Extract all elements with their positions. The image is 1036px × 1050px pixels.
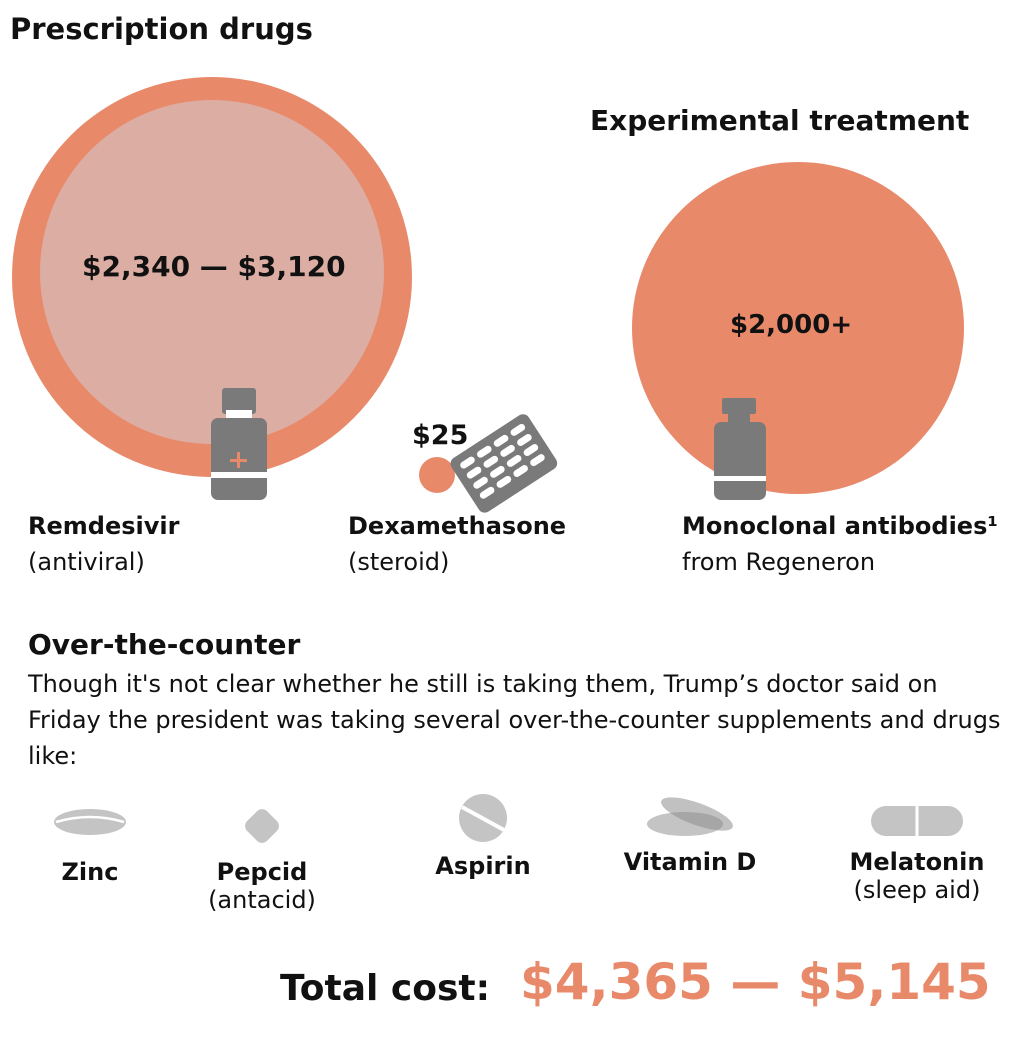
remdesivir-price: $2,340 — $3,120 [82, 250, 346, 283]
monoclonal-name: Monoclonal antibodies¹ [682, 512, 998, 540]
zinc-pill-icon [54, 809, 126, 835]
otc-item-name: Melatonin [849, 848, 985, 876]
medicine-bottle-icon [211, 388, 267, 500]
total-cost-label: Total cost: [280, 968, 490, 1009]
otc-item-vitamin-d: Vitamin D [590, 848, 790, 876]
otc-item-note: (antacid) [208, 886, 316, 914]
otc-item-note: (sleep aid) [853, 876, 981, 904]
vitamin-d-pill-icon [647, 797, 733, 836]
aspirin-pill-icon [459, 794, 507, 842]
monoclonal-type: from Regeneron [682, 548, 876, 576]
otc-item-melatonin: Melatonin (sleep aid) [817, 848, 1017, 904]
otc-item-aspirin: Aspirin [383, 852, 583, 880]
otc-heading: Over-the-counter [28, 628, 301, 661]
experimental-treatment-heading: Experimental treatment [590, 104, 970, 137]
otc-description: Though it's not clear whether he still i… [28, 670, 1001, 770]
dexamethasone-price: $25 [412, 420, 469, 451]
otc-item-zinc: Zinc [0, 858, 190, 886]
blister-pack-icon [450, 414, 558, 513]
monoclonal-price: $2,000+ [730, 310, 853, 340]
remdesivir-name: Remdesivir [28, 512, 180, 540]
vial-icon [714, 398, 766, 500]
remdesivir-inner-circle [40, 100, 384, 444]
remdesivir-type: (antiviral) [28, 548, 145, 576]
pepcid-pill-icon [245, 809, 279, 843]
monoclonal-circle [632, 162, 964, 494]
dexamethasone-circle [419, 457, 455, 493]
otc-item-pepcid: Pepcid (antacid) [162, 858, 362, 914]
otc-item-name: Pepcid [216, 858, 308, 886]
otc-item-name: Zinc [61, 858, 119, 886]
prescription-drugs-heading: Prescription drugs [10, 12, 313, 46]
dexamethasone-name: Dexamethasone [348, 512, 567, 540]
otc-item-name: Vitamin D [623, 848, 757, 876]
total-cost-value: $4,365 — $5,145 [520, 953, 991, 1011]
melatonin-pill-icon [871, 806, 963, 836]
otc-item-name: Aspirin [435, 852, 531, 880]
dexamethasone-type: (steroid) [348, 548, 450, 576]
